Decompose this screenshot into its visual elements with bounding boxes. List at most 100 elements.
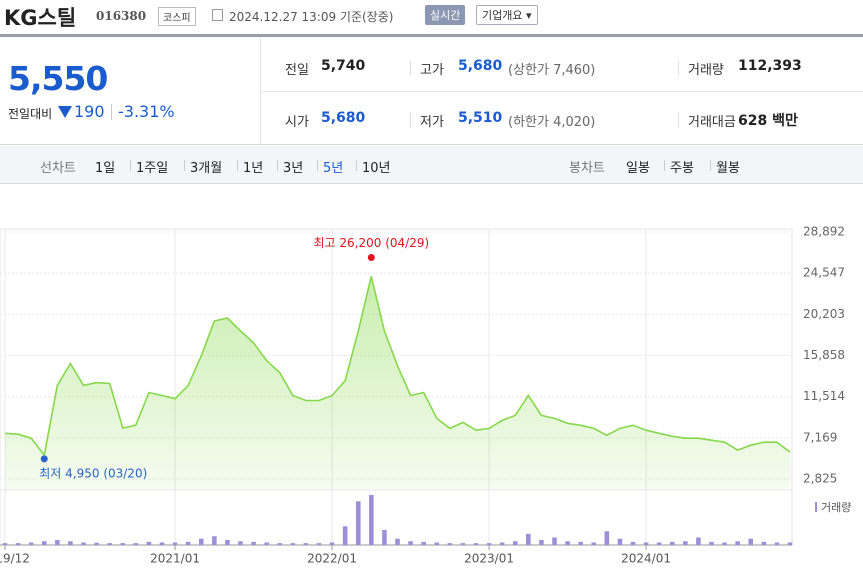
period-tab[interactable]: 5년 [323, 161, 344, 176]
volume-bar [172, 542, 178, 545]
volume-bar [761, 541, 767, 545]
market-badge: 코스피 [158, 7, 196, 26]
volume-bar [460, 543, 466, 545]
column-separator [678, 113, 679, 127]
period-tab[interactable]: 1년 [243, 161, 264, 176]
volume-bar [316, 543, 322, 545]
volume-bar [342, 526, 348, 545]
volume-bar [669, 541, 675, 545]
period-tab[interactable]: 3년 [283, 161, 304, 176]
period-tab[interactable]: 10년 [362, 161, 391, 176]
volume-bar [355, 501, 361, 545]
volume-bar [473, 543, 479, 545]
change-value: 190 [74, 102, 105, 121]
volume-bar [722, 542, 727, 545]
volume-bar [251, 541, 256, 545]
change-label: 전일대비 [8, 107, 53, 121]
volume-bar [225, 540, 230, 545]
current-price: 5,550 [8, 59, 108, 98]
volume-bar [774, 542, 780, 545]
period-tab[interactable]: 1일 [95, 161, 116, 176]
volume-frame [0, 489, 793, 546]
volume-bar [578, 541, 583, 545]
clock-icon [212, 9, 223, 21]
period-tab[interactable]: 1주일 [136, 161, 169, 176]
volume-bar [198, 538, 204, 545]
volume-bar [748, 538, 754, 545]
volume-bar [709, 541, 714, 545]
stat-label: 고가 [420, 63, 444, 78]
candle-tab[interactable]: 일봉 [626, 161, 650, 176]
dropdown-label: 기업개요 [482, 9, 523, 22]
column-separator [678, 61, 679, 75]
tab-separator [664, 160, 665, 171]
stat-value: 5,680 [458, 58, 503, 74]
extreme-label: 최고 26,200 (04/29) [314, 236, 430, 250]
volume-bar [382, 530, 387, 545]
volume-bar [2, 543, 8, 545]
x-tick-label: 2021/01 [150, 552, 200, 566]
volume-bar [94, 542, 99, 545]
volume-bar [68, 541, 73, 545]
y-tick-label: 20,203 [803, 307, 845, 321]
separator [111, 104, 112, 120]
volume-bar [290, 543, 296, 545]
stat-label: 저가 [420, 115, 444, 130]
x-tick-label: 2019/12 [0, 552, 30, 566]
stat-value: 5,680 [321, 110, 366, 126]
volume-bar [329, 542, 335, 545]
y-tick-label: 2,825 [803, 472, 837, 486]
change-percent: -3.31% [118, 102, 175, 121]
y-tick-label: 11,514 [803, 389, 845, 403]
extreme-label: 최저 4,950 (03/20) [39, 466, 147, 480]
period-tab[interactable]: 3개월 [190, 161, 223, 176]
panel-divider [0, 144, 863, 145]
area-fill [5, 276, 790, 489]
y-tick-label: 24,547 [803, 266, 845, 280]
realtime-button[interactable]: 실시간 [425, 5, 466, 25]
tab-separator [710, 160, 711, 171]
x-tick-label: 2024/01 [621, 552, 671, 566]
candle-tab[interactable]: 월봉 [716, 161, 740, 176]
volume-bar [120, 543, 126, 545]
y-tick-label: 28,892 [803, 225, 845, 239]
stat-label: 전일 [285, 63, 309, 78]
volume-bar [28, 542, 34, 545]
stat-label: 거래량 [688, 63, 724, 78]
stat-value: 5,510 [458, 110, 503, 126]
stat-value: 5,740 [321, 58, 366, 74]
timestamp: 2024.12.27 13:09 기준(장중) [229, 10, 394, 24]
candle-tab[interactable]: 주봉 [670, 161, 694, 176]
tab-separator [317, 160, 318, 171]
volume-bar [656, 542, 662, 545]
tab-separator [277, 160, 278, 171]
volume-bar [643, 542, 649, 545]
volume-bar [787, 542, 793, 545]
volume-bar [617, 538, 623, 545]
volume-bar [408, 541, 413, 545]
volume-bar [539, 540, 544, 545]
tab-separator [184, 160, 185, 171]
volume-bar [486, 543, 492, 545]
tab-group-label: 봉차트 [569, 161, 605, 176]
volume-bar [264, 542, 269, 545]
tab-separator [130, 160, 131, 171]
tab-separator [237, 160, 238, 171]
volume-bar [421, 541, 426, 545]
column-separator [410, 113, 411, 127]
y-tick-label: 15,858 [803, 348, 845, 362]
volume-bar [552, 537, 557, 545]
volume-bar [81, 542, 86, 545]
stat-note: (하한가 4,020) [508, 115, 596, 130]
price-panel [0, 38, 261, 144]
stat-value: 112,393 [738, 58, 802, 74]
volume-bar [107, 543, 112, 545]
volume-legend-swatch [815, 502, 817, 512]
row-divider [262, 91, 863, 92]
volume-bar [735, 541, 740, 545]
company-dropdown[interactable]: 기업개요 ▾ [476, 5, 538, 25]
down-arrow [58, 106, 72, 118]
stat-label: 거래대금 [688, 115, 736, 130]
volume-bar [591, 542, 597, 545]
